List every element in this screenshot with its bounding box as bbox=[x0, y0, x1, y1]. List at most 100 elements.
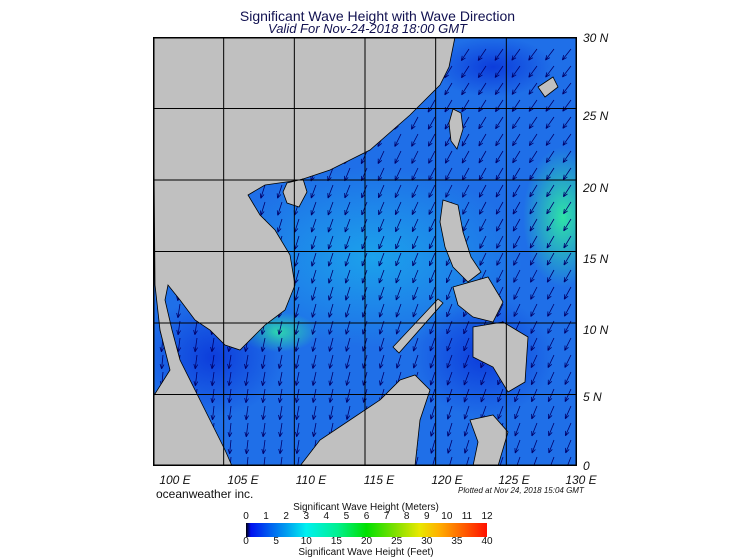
wave-arrow bbox=[511, 116, 521, 130]
legend-tick: 2 bbox=[283, 511, 289, 522]
wave-arrow bbox=[259, 184, 266, 199]
wave-arrow bbox=[495, 184, 504, 198]
wave-arrow bbox=[497, 405, 504, 420]
legend-meters-title: Significant Wave Height (Meters) bbox=[293, 502, 439, 513]
wave-arrow bbox=[563, 286, 572, 300]
wave-arrow bbox=[430, 422, 436, 437]
visayas bbox=[452, 276, 504, 323]
wave-arrow bbox=[514, 456, 521, 466]
lat-label: 30 N bbox=[583, 31, 609, 45]
wave-arrow bbox=[345, 371, 351, 386]
legend-tick: 25 bbox=[391, 536, 403, 547]
wave-arrow bbox=[193, 371, 199, 387]
wave-arrow bbox=[462, 201, 470, 215]
wave-arrow bbox=[210, 337, 215, 353]
lat-label: 10 N bbox=[583, 323, 609, 337]
wave-arrow bbox=[511, 99, 521, 112]
wave-arrow bbox=[529, 167, 538, 181]
wave-arrow bbox=[244, 422, 250, 438]
wave-arrow bbox=[512, 133, 521, 147]
wave-arrow bbox=[496, 269, 504, 283]
wave-arrow bbox=[395, 218, 402, 233]
wave-arrow bbox=[429, 252, 436, 267]
wave-arrow bbox=[531, 422, 538, 437]
wave-arrow bbox=[379, 354, 385, 369]
legend-tick: 5 bbox=[343, 511, 350, 522]
wave-arrow bbox=[528, 133, 538, 147]
wave-arrow bbox=[412, 286, 419, 301]
lon-label: 115 E bbox=[363, 473, 395, 487]
wave-arrow bbox=[513, 286, 521, 300]
wave-arrow bbox=[511, 65, 521, 78]
wave-arrow bbox=[278, 405, 283, 421]
wave-arrow bbox=[563, 252, 572, 266]
wave-arrow bbox=[513, 252, 521, 266]
wave-arrow bbox=[344, 286, 351, 301]
legend-tick: 7 bbox=[383, 511, 390, 522]
wave-arrow bbox=[311, 422, 317, 437]
luzon bbox=[439, 199, 482, 283]
legend-tick: 0 bbox=[243, 536, 249, 547]
wave-arrow bbox=[446, 303, 453, 318]
wave-arrow bbox=[344, 201, 351, 216]
wave-arrow bbox=[562, 82, 572, 95]
wave-arrow bbox=[513, 303, 521, 317]
mindanao bbox=[472, 321, 529, 393]
wave-arrow bbox=[530, 337, 538, 351]
wave-arrow bbox=[311, 286, 317, 301]
legend-tick: 30 bbox=[421, 536, 433, 547]
chart-title: Significant Wave Height with Wave Direct… bbox=[239, 8, 516, 24]
wave-arrow bbox=[260, 354, 266, 369]
legend-tick: 6 bbox=[363, 511, 370, 522]
wave-arrow bbox=[378, 337, 385, 352]
wave-arrow bbox=[530, 269, 538, 283]
wave-arrow bbox=[430, 439, 436, 454]
wave-arrow bbox=[479, 218, 487, 232]
wave-arrow bbox=[328, 354, 334, 369]
wave-arrow bbox=[462, 184, 470, 198]
wave-arrow bbox=[429, 269, 436, 284]
wave-arrow bbox=[548, 422, 555, 437]
wave-arrow bbox=[529, 201, 538, 215]
wave-arrow bbox=[463, 337, 470, 352]
wave-arrow bbox=[461, 82, 470, 96]
wave-arrow bbox=[259, 201, 266, 216]
wave-arrow bbox=[261, 422, 266, 438]
wave-arrow bbox=[528, 116, 538, 129]
wave-arrow bbox=[246, 456, 249, 466]
lon-label: 120 E bbox=[431, 473, 463, 487]
wave-arrow bbox=[411, 133, 419, 147]
wave-arrow bbox=[328, 388, 334, 403]
wave-arrow bbox=[478, 116, 487, 130]
wave-arrow bbox=[528, 48, 538, 61]
wave-arrow bbox=[495, 133, 504, 147]
wave-arrow bbox=[394, 184, 402, 199]
wave-arrow bbox=[328, 337, 334, 352]
wave-arrow bbox=[494, 65, 504, 78]
wave-arrow bbox=[530, 303, 538, 317]
palawan bbox=[392, 298, 444, 354]
wave-arrow bbox=[428, 201, 436, 215]
wave-arrow bbox=[463, 439, 470, 454]
wave-arrow bbox=[529, 252, 538, 266]
wave-arrow bbox=[478, 99, 487, 113]
wave-arrow bbox=[193, 337, 198, 353]
wave-arrow bbox=[412, 337, 419, 352]
wave-arrow bbox=[461, 133, 470, 147]
wave-arrow bbox=[514, 405, 521, 420]
wave-arrow bbox=[395, 303, 402, 318]
wave-arrow bbox=[277, 371, 283, 386]
wave-arrow bbox=[294, 354, 300, 369]
wave-arrow bbox=[429, 354, 436, 369]
legend-tick: 10 bbox=[300, 536, 312, 547]
wave-arrow bbox=[360, 150, 368, 165]
wave-arrow bbox=[545, 133, 555, 146]
asia-mainland bbox=[153, 37, 456, 466]
wave-arrow bbox=[261, 388, 266, 404]
wave-arrow bbox=[547, 286, 555, 300]
wave-arrow bbox=[480, 371, 487, 386]
wave-arrow bbox=[511, 82, 521, 95]
wave-arrow bbox=[276, 184, 283, 199]
wave-arrow bbox=[344, 252, 351, 267]
wave-arrow bbox=[210, 405, 216, 421]
